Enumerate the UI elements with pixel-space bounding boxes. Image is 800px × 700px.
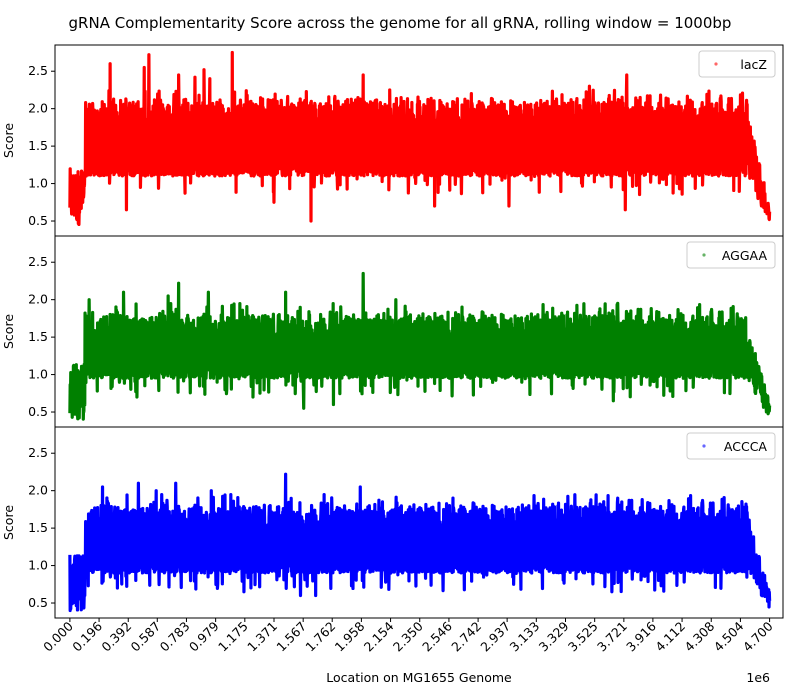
x-tick-label: 0.000 xyxy=(40,618,76,654)
x-tick-label: 0.196 xyxy=(69,618,105,654)
x-tick-label: 0.979 xyxy=(186,618,222,654)
legend-marker xyxy=(702,253,706,257)
x-tick-label: 4.504 xyxy=(711,618,747,654)
series-line-lacZ xyxy=(68,50,772,227)
x-tick-label: 1.762 xyxy=(302,619,338,655)
y-tick-label: 1.5 xyxy=(28,138,48,153)
panel-3: ACCCA 0.5 1.0 1.5 2.0 2.5 Score xyxy=(1,426,784,619)
legend-box xyxy=(686,241,776,269)
plot-frame xyxy=(54,426,784,619)
x-axis-label: Location on MG1655 Genome xyxy=(326,670,512,685)
x-tick-label: 2.546 xyxy=(419,618,455,654)
legend: lacZ xyxy=(698,50,776,78)
x-tick-label: 3.721 xyxy=(594,619,630,655)
x-tick-label: 1.371 xyxy=(244,619,280,655)
y-tick-label: 1.5 xyxy=(28,520,48,535)
legend-box xyxy=(686,432,776,460)
y-tick-label: 0.5 xyxy=(28,213,48,228)
x-tick-label: 1.567 xyxy=(273,619,309,655)
x-tick-label: 1.175 xyxy=(215,619,251,655)
x-tick-label: 2.742 xyxy=(448,619,484,655)
y-axis-label: Score xyxy=(1,123,16,158)
legend-box xyxy=(698,50,776,78)
x-offset-label: 1e6 xyxy=(746,670,770,685)
y-axis-label: Score xyxy=(1,314,16,349)
x-tick-label: 2.937 xyxy=(477,619,513,655)
y-tick-label: 2.0 xyxy=(28,292,48,307)
x-tick-label: 3.133 xyxy=(507,619,543,655)
y-axis-label: Score xyxy=(1,505,16,540)
series-line-AGGAA xyxy=(68,271,772,421)
x-axis: 0.0000.1960.3920.5870.7830.9791.1751.371… xyxy=(40,618,776,654)
x-tick-label: 4.308 xyxy=(681,618,717,654)
chart-title: gRNA Complementarity Score across the ge… xyxy=(69,14,732,32)
y-tick-label: 1.0 xyxy=(28,558,48,573)
x-tick-label: 3.525 xyxy=(565,619,601,655)
x-tick-label: 3.916 xyxy=(623,618,659,654)
legend-marker xyxy=(702,444,706,448)
x-tick-label: 0.783 xyxy=(157,619,193,655)
y-tick-label: 2.5 xyxy=(28,254,48,269)
x-tick-label: 2.350 xyxy=(390,618,426,654)
series-line-ACCCA xyxy=(68,472,772,613)
y-tick-label: 1.5 xyxy=(28,329,48,344)
x-tick-label: 0.587 xyxy=(127,619,163,655)
legend-marker xyxy=(714,62,718,66)
legend-label: ACCCA xyxy=(724,439,768,454)
y-tick-label: 2.0 xyxy=(28,101,48,116)
y-tick-label: 1.0 xyxy=(28,367,48,382)
y-tick-label: 2.0 xyxy=(28,483,48,498)
x-tick-label: 0.392 xyxy=(98,619,134,655)
y-tick-label: 2.5 xyxy=(28,63,48,78)
x-tick-label: 1.958 xyxy=(332,618,368,654)
y-tick-label: 0.5 xyxy=(28,595,48,610)
panel-1: lacZ 0.5 1.0 1.5 2.0 2.5 Score xyxy=(1,44,784,237)
legend: ACCCA xyxy=(686,432,776,460)
x-tick-label: 4.112 xyxy=(652,619,688,655)
legend: AGGAA xyxy=(686,241,776,269)
legend-label: lacZ xyxy=(740,57,767,72)
y-tick-label: 0.5 xyxy=(28,404,48,419)
panel-2: AGGAA 0.5 1.0 1.5 2.0 2.5 Score xyxy=(1,235,784,428)
panels: lacZ 0.5 1.0 1.5 2.0 2.5 Score AGGAA 0.5 1.0 1.5 2.… xyxy=(1,44,784,619)
x-tick-label: 4.700 xyxy=(740,618,776,654)
x-tick-label: 3.329 xyxy=(536,618,572,654)
y-tick-label: 2.5 xyxy=(28,445,48,460)
y-tick-label: 1.0 xyxy=(28,176,48,191)
x-tick-label: 2.154 xyxy=(361,618,397,654)
legend-label: AGGAA xyxy=(722,248,768,263)
